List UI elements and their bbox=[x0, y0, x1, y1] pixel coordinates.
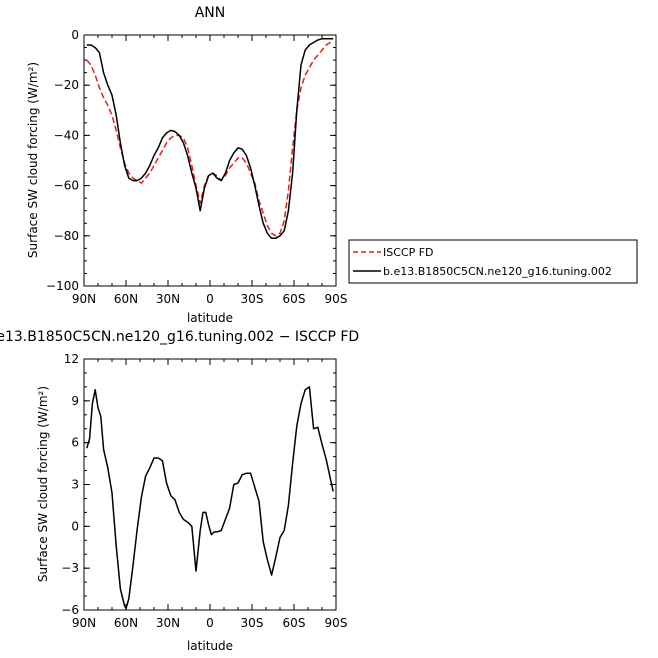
top-y-tick-label: −20 bbox=[54, 78, 79, 92]
legend-label-isccp: ISCCP FD bbox=[383, 246, 434, 259]
top-series-line-b-e13-b1850c5cn-ne120-g16-tuning-002 bbox=[86, 38, 334, 240]
top-x-tick-label: 60N bbox=[114, 292, 138, 306]
top-panel: ANN 90N 60N 30N 0 30S 60S 90S 0 −20 −40 −60 −80 −10… bbox=[26, 5, 638, 325]
top-y-tick-label: −100 bbox=[46, 279, 79, 293]
top-x-tick-label: 30N bbox=[156, 292, 180, 306]
bottom-series-line-difference bbox=[86, 386, 334, 610]
bottom-y-tick-label: 3 bbox=[71, 478, 79, 492]
top-chart-title: ANN bbox=[195, 5, 226, 21]
bottom-x-tick-label: 60S bbox=[283, 616, 306, 630]
top-y-tick-label: −60 bbox=[54, 179, 79, 193]
top-series-line-isccp-fd bbox=[86, 41, 334, 237]
bottom-y-tick-label: 6 bbox=[71, 436, 79, 450]
bottom-x-tick-label: 90N bbox=[72, 616, 96, 630]
top-y-tick-label: −40 bbox=[54, 128, 79, 142]
bottom-x-tick-label: 30S bbox=[241, 616, 264, 630]
legend-label-model: b.e13.B1850C5CN.ne120_g16.tuning.002 bbox=[383, 265, 612, 278]
bottom-series bbox=[86, 386, 334, 610]
top-series bbox=[86, 38, 334, 240]
bottom-x-tick-label: 60N bbox=[114, 616, 138, 630]
bottom-y-tick-label: −6 bbox=[61, 603, 79, 617]
legend: ISCCP FD b.e13.B1850C5CN.ne120_g16.tunin… bbox=[348, 239, 638, 284]
top-x-tick-label: 0 bbox=[206, 292, 214, 306]
bottom-y-axis-label: Surface SW cloud forcing (W/m²) bbox=[36, 386, 50, 582]
bottom-plot-frame bbox=[83, 358, 337, 611]
bottom-y-tick-label: −3 bbox=[61, 561, 79, 575]
bottom-panel: b.e13.B1850C5CN.ne120_g16.tuning.002 − I… bbox=[0, 329, 359, 653]
top-y-tick-label: 0 bbox=[71, 28, 79, 42]
bottom-x-tick-label: 30N bbox=[156, 616, 180, 630]
bottom-y-tick-label: 9 bbox=[71, 394, 79, 408]
top-plot-frame bbox=[83, 34, 337, 287]
top-x-tick-label: 30S bbox=[241, 292, 264, 306]
bottom-x-tick-labels: 90N 60N 30N 0 30S 60S 90S bbox=[72, 616, 348, 630]
top-x-tick-label: 60S bbox=[283, 292, 306, 306]
legend-box bbox=[348, 239, 638, 284]
bottom-x-tick-label: 0 bbox=[206, 616, 214, 630]
bottom-y-tick-label: 12 bbox=[64, 352, 79, 366]
top-ticks bbox=[83, 34, 337, 287]
top-y-axis-label: Surface SW cloud forcing (W/m²) bbox=[26, 62, 40, 258]
top-y-tick-labels: 0 −20 −40 −60 −80 −100 bbox=[46, 28, 79, 293]
bottom-chart-title: b.e13.B1850C5CN.ne120_g16.tuning.002 − I… bbox=[0, 329, 359, 345]
top-x-tick-label: 90N bbox=[72, 292, 96, 306]
bottom-ticks bbox=[83, 358, 337, 611]
top-x-tick-labels: 90N 60N 30N 0 30S 60S 90S bbox=[72, 292, 348, 306]
bottom-x-tick-label: 90S bbox=[325, 616, 348, 630]
bottom-x-axis-label: latitude bbox=[187, 639, 233, 653]
top-x-tick-label: 90S bbox=[325, 292, 348, 306]
bottom-y-tick-labels: 12 9 6 3 0 −3 −6 bbox=[61, 352, 79, 617]
top-y-tick-label: −80 bbox=[54, 229, 79, 243]
bottom-y-tick-label: 0 bbox=[71, 519, 79, 533]
top-x-axis-label: latitude bbox=[187, 311, 233, 325]
